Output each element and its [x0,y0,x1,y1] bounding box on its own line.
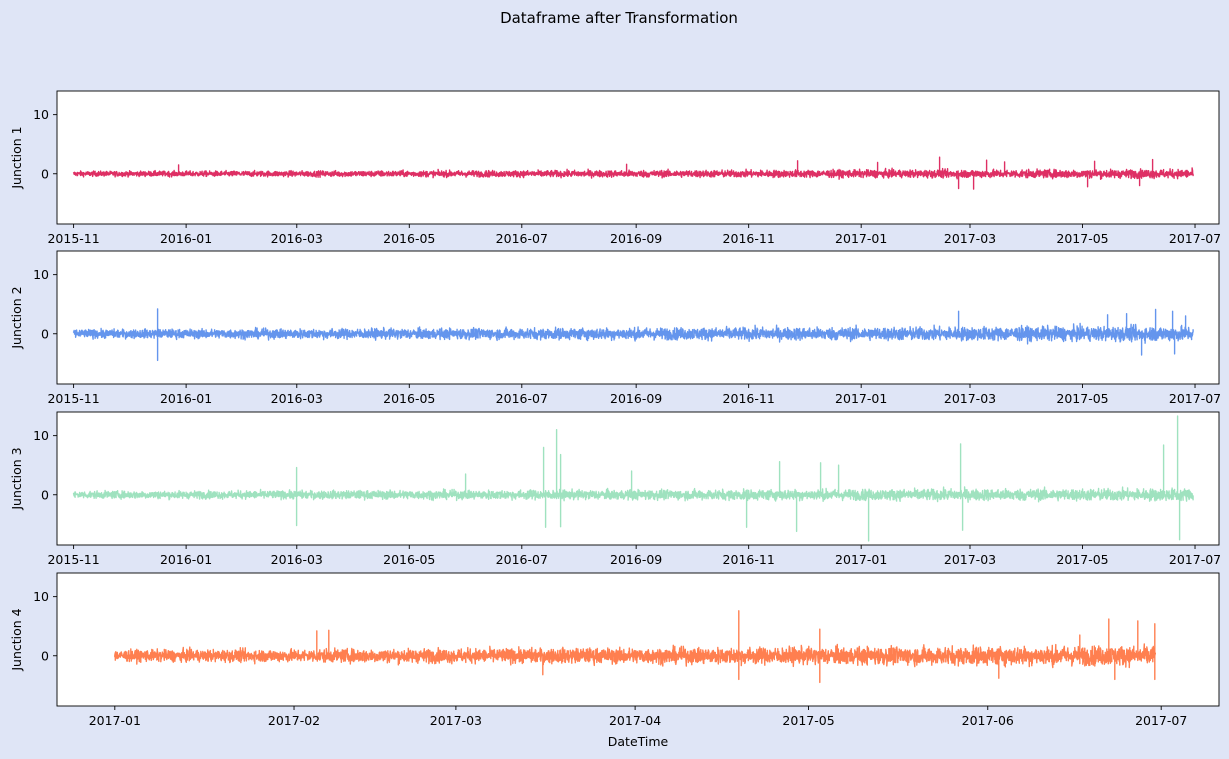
y-tick-label: 0 [41,326,49,341]
x-tick-label: 2016-05 [383,231,435,246]
series-line-junction-2 [72,308,1194,362]
x-tick-label: 2017-03 [944,231,996,246]
panel-junction-2: 0 10 2015-11 2016-01 2016-03 2016-05 2016-07 20… [9,250,1221,406]
y-tick-label: 10 [33,107,49,122]
x-tick-label: 2016-03 [271,391,323,406]
x-tick-label: 2015-11 [47,391,99,406]
x-tick-label: 2016-07 [496,231,548,246]
x-tick-label: 2016-09 [610,231,662,246]
x-tick-label: 2016-07 [496,391,548,406]
y-axis-label: Junction 1 [9,126,24,189]
x-tick-label: 2017-07 [1169,231,1221,246]
series-line-junction-3 [72,415,1194,542]
x-tick-label: 2016-05 [383,391,435,406]
x-tick-label: 2016-11 [723,231,775,246]
axes-frame [56,411,1220,546]
x-tick-label: 2017-05 [782,713,834,728]
x-tick-label: 2017-07 [1169,391,1221,406]
y-tick-label: 0 [41,648,49,663]
axes-frame [56,250,1220,385]
x-tick-label: 2017-02 [268,713,320,728]
x-tick-label: 2016-01 [160,552,212,567]
x-tick-label: 2017-03 [430,713,482,728]
x-tick-label: 2017-07 [1135,713,1187,728]
plot-area [57,91,1219,224]
x-tick-label: 2017-03 [944,552,996,567]
x-tick-label: 2016-03 [271,231,323,246]
x-tick-label: 2017-01 [89,713,141,728]
x-tick-label: 2017-04 [609,713,661,728]
figure-title: Dataframe after Transformation [500,9,738,27]
x-tick-label: 2015-11 [47,231,99,246]
y-axis-label: Junction 4 [9,608,24,671]
x-tick-label: 2017-05 [1056,391,1108,406]
axes-frame [56,90,1220,225]
panel-junction-1: 0 10 2015-11 2016-01 2016-03 2016-05 2016-07 20… [9,90,1221,246]
y-axis-label: Junction 2 [9,286,24,349]
x-axis-label: DateTime [608,734,669,749]
x-tick-label: 2017-01 [835,231,887,246]
y-tick-label: 10 [33,428,49,443]
plot-area [57,412,1219,545]
x-tick-label: 2017-06 [962,713,1014,728]
y-tick-label: 0 [41,166,49,181]
x-tick-label: 2016-05 [383,552,435,567]
x-tick-label: 2017-03 [944,391,996,406]
x-tick-label: 2017-07 [1169,552,1221,567]
x-tick-label: 2017-05 [1056,231,1108,246]
x-tick-label: 2015-11 [47,552,99,567]
x-tick-label: 2016-07 [496,552,548,567]
y-tick-label: 0 [41,487,49,502]
x-tick-label: 2016-01 [160,231,212,246]
x-tick-label: 2016-11 [723,552,775,567]
y-tick-label: 10 [33,267,49,282]
panel-junction-4: 0 10 2017-01 2017-02 2017-03 2017-04 2017-05 20… [9,572,1220,749]
x-tick-label: 2017-01 [835,391,887,406]
axes-frame [56,572,1220,707]
x-tick-label: 2016-01 [160,391,212,406]
series-line-junction-4 [114,610,1156,684]
plot-area [57,251,1219,384]
x-tick-label: 2016-11 [723,391,775,406]
x-tick-label: 2016-03 [271,552,323,567]
plot-area [57,573,1219,706]
x-tick-label: 2017-05 [1056,552,1108,567]
y-axis-label: Junction 3 [9,447,24,510]
series-line-junction-1 [72,156,1194,190]
x-tick-label: 2016-09 [610,391,662,406]
x-tick-label: 2017-01 [835,552,887,567]
panel-junction-3: 0 10 2015-11 2016-01 2016-03 2016-05 2016-07 20… [9,411,1221,567]
x-tick-label: 2016-09 [610,552,662,567]
y-tick-label: 10 [33,589,49,604]
panels: 0 10 2015-11 2016-01 2016-03 2016-05 2016-07 20… [9,90,1221,749]
